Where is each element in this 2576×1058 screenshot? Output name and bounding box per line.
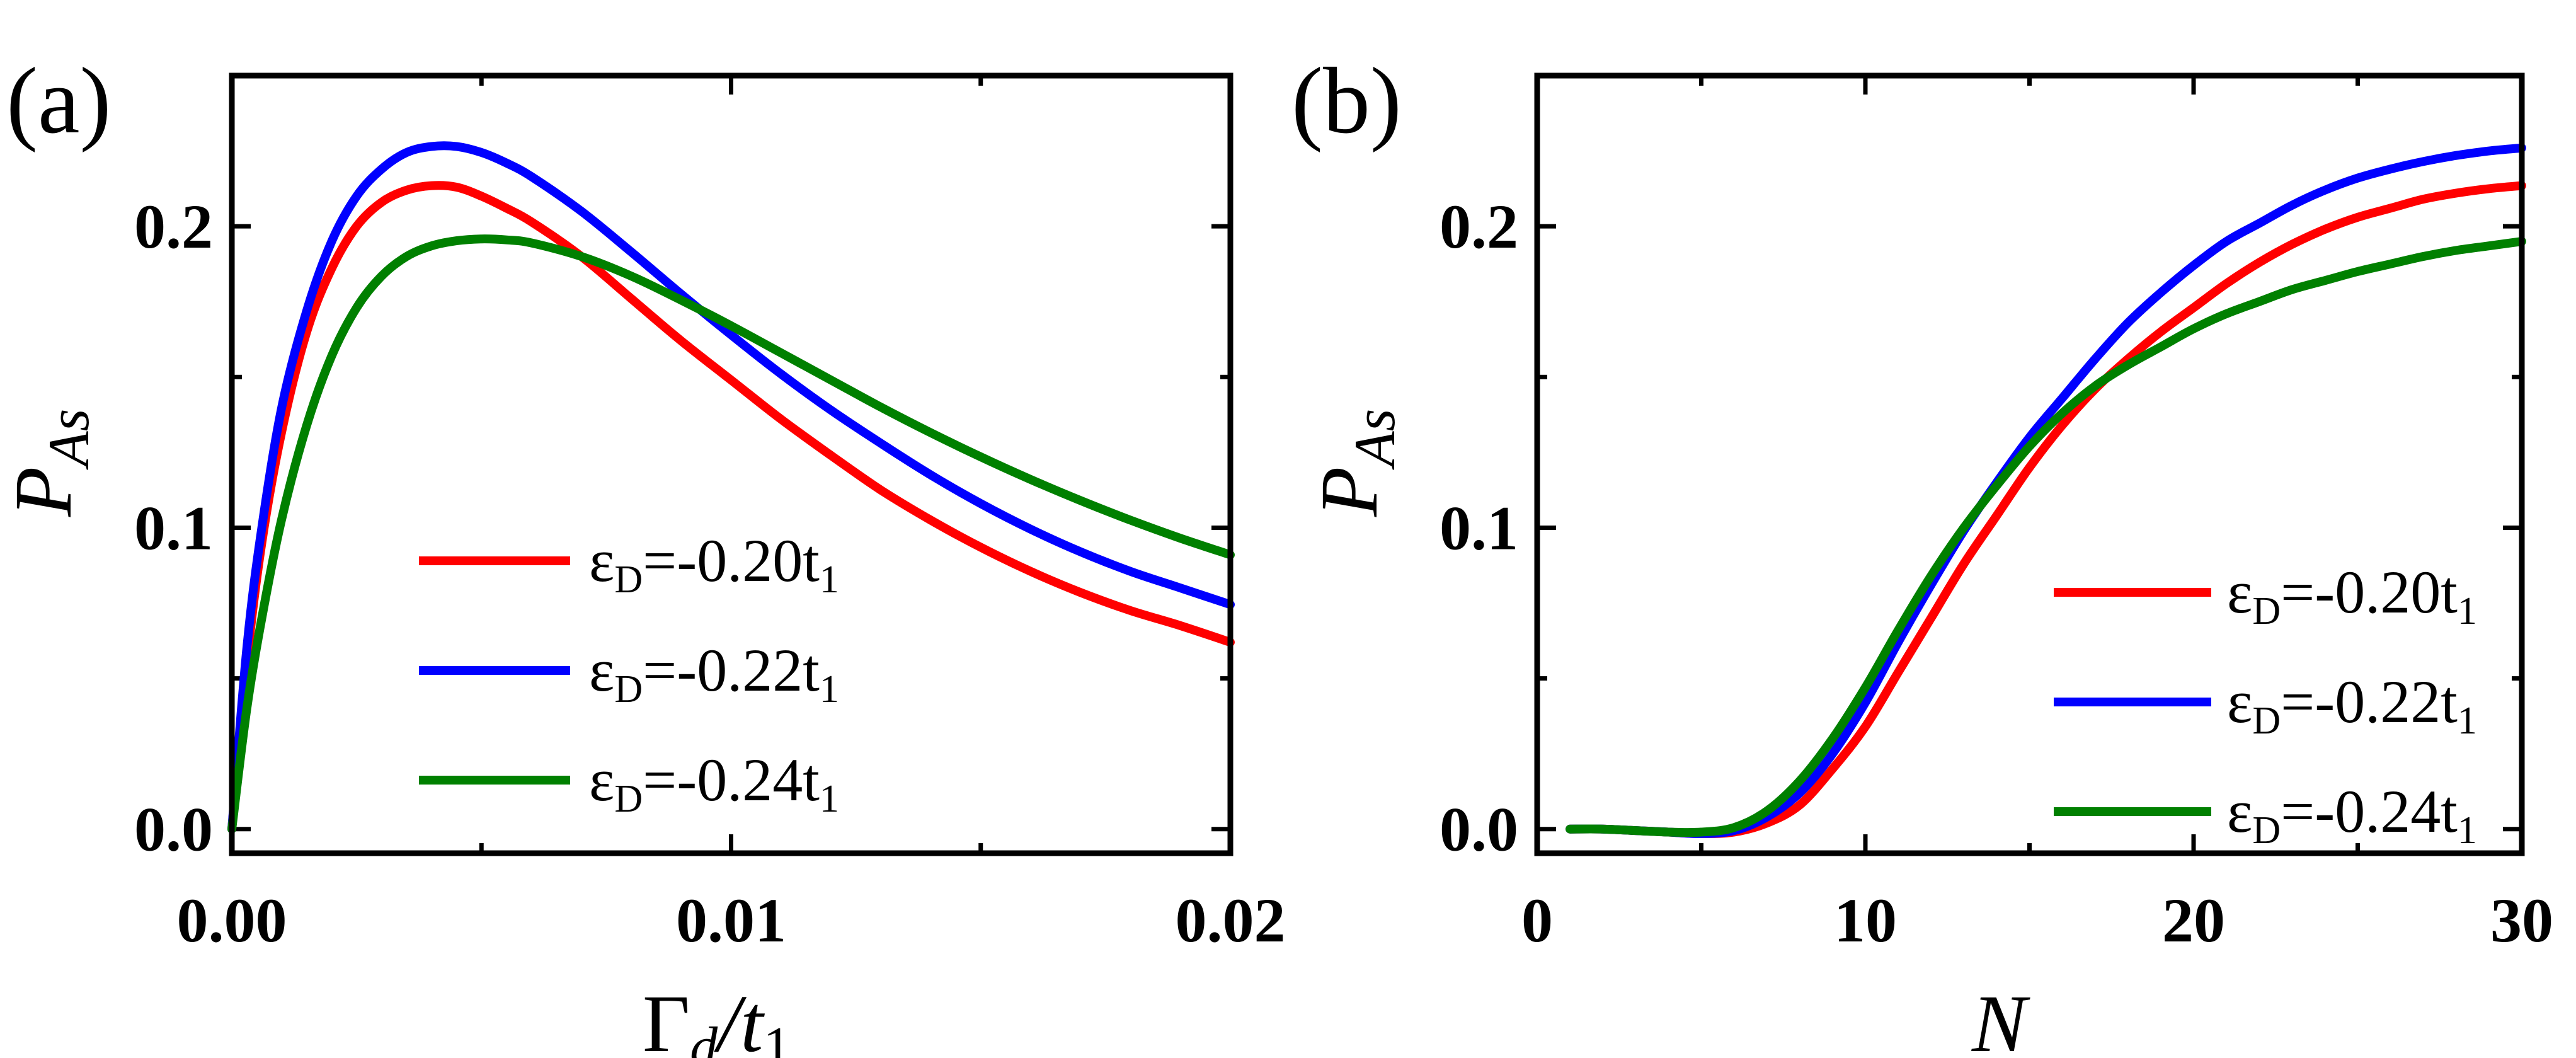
panel-label-b: (b): [1291, 49, 1402, 153]
legend-b-2-main: ε: [2227, 778, 2252, 845]
y-tick-label-b-1: 0.1: [1440, 493, 1518, 563]
y-tick-label-a-1: 0.1: [134, 493, 213, 563]
legend-item-b-0: εD=-0.20t1: [2054, 558, 2477, 633]
legend-label-b-0: εD=-0.20t1: [2227, 558, 2477, 633]
series-line-a-2: [227, 234, 1235, 834]
legend-label-a-0: εD=-0.20t1: [589, 527, 839, 601]
series-line-a-0: [227, 181, 1235, 834]
y-axis-title-a-main: P: [0, 467, 89, 517]
x-tick-label-a-2: 0.02: [1176, 885, 1286, 955]
x-axis-title-a: Γd/t1: [643, 979, 791, 1058]
legend-a-2-sub: D: [614, 778, 643, 820]
y-tick-label-b-2: 0.2: [1440, 192, 1518, 262]
legend-b-1-sub2: 1: [2458, 699, 2477, 742]
legend-item-b-1: εD=-0.22t1: [2054, 668, 2477, 742]
legend-a-0-sub: D: [614, 558, 643, 601]
y-axis-title-b: PAs: [1304, 409, 1407, 517]
x-axis-title-a-tail: /t: [714, 979, 765, 1058]
x-axis-title-a-main: Γ: [643, 979, 690, 1058]
tick-labels-a: 0.00 0.01 0.02 0.0 0.1 0.2: [134, 192, 1286, 955]
legend-b-2-sub: D: [2252, 809, 2281, 852]
legend-b: εD=-0.20t1 εD=-0.22t1 εD=-0.24t1: [2054, 558, 2477, 852]
plot-frame-b: [1534, 72, 2525, 856]
legend-b-0-mid: =-0.20t: [2281, 558, 2458, 626]
series-line-b-0: [1566, 181, 2526, 838]
legend-item-a-1: εD=-0.22t1: [419, 636, 839, 711]
x-axis-title-b: N: [1971, 979, 2030, 1058]
legend-b-2-sub2: 1: [2458, 809, 2477, 852]
legend-label-a-1: εD=-0.22t1: [589, 636, 839, 711]
x-tick-label-b-3: 30: [2490, 885, 2553, 955]
legend-a-1-sub2: 1: [820, 668, 839, 711]
legend-a-1-main: ε: [589, 636, 614, 704]
legend-a-2-sub2: 1: [820, 778, 839, 820]
y-tick-label-a-2: 0.2: [134, 192, 213, 262]
panel-b: (b) 0 10 20 300.00.10.2 N PAs εD=-0.20t1 εD…: [1291, 49, 2553, 1058]
y-axis-title-a-sub: As: [37, 409, 101, 471]
legend-a-0-main: ε: [589, 527, 614, 594]
x-axis-title-a-sub: d: [690, 1016, 718, 1058]
x-tick-label-b-2: 20: [2162, 885, 2225, 955]
legend-label-b-2: εD=-0.24t1: [2227, 778, 2477, 852]
legend-b-1-sub: D: [2252, 699, 2281, 742]
legend-item-a-0: εD=-0.20t1: [419, 527, 839, 601]
y-axis-title-b-sub: As: [1342, 409, 1407, 471]
tick-labels-b: 0 10 20 30 0.0 0.1 0.2: [1440, 192, 2553, 955]
x-tick-label-b-1: 10: [1834, 885, 1897, 955]
y-tick-label-b-0: 0.0: [1440, 795, 1518, 865]
legend-b-0-sub2: 1: [2458, 590, 2477, 633]
curves-b: [1566, 143, 2526, 838]
legend-b-1-mid: =-0.22t: [2281, 668, 2458, 735]
plot-frame-a: [229, 72, 1234, 856]
y-tick-label-a-0: 0.0: [134, 795, 213, 865]
series-line-b-2: [1566, 237, 2526, 837]
legend-a-0-sub2: 1: [820, 558, 839, 601]
legend-b-0-main: ε: [2227, 558, 2252, 626]
ticks-a: [229, 76, 1233, 853]
x-tick-label-a-1: 0.01: [676, 885, 786, 955]
x-tick-label-b-0: 0: [1521, 885, 1553, 955]
x-axis-title-a-sub2: 1: [763, 1016, 791, 1058]
legend-a-0-mid: =-0.20t: [643, 527, 820, 594]
legend-a: εD=-0.20t1 εD=-0.22t1 εD=-0.24t1: [419, 527, 839, 820]
legend-b-1-main: ε: [2227, 668, 2252, 735]
curves-a: [227, 141, 1235, 834]
legend-b-0-sub: D: [2252, 590, 2281, 633]
series-line-a-1: [227, 141, 1235, 834]
x-tick-label-a-0: 0.00: [177, 885, 287, 955]
legend-label-a-2: εD=-0.24t1: [589, 746, 839, 820]
legend-a-2-mid: =-0.24t: [643, 746, 820, 814]
panel-a: (a) 0.00 0.01 0.020.00.10.2 Γd/t1 PAs εD=-…: [0, 49, 1286, 1058]
y-axis-title-a: PAs: [0, 409, 101, 517]
legend-a-1-mid: =-0.22t: [643, 636, 820, 704]
legend-item-b-2: εD=-0.24t1: [2054, 778, 2477, 852]
legend-b-2-mid: =-0.24t: [2281, 778, 2458, 845]
legend-label-b-1: εD=-0.22t1: [2227, 668, 2477, 742]
legend-a-2-main: ε: [589, 746, 614, 814]
panel-label-a: (a): [6, 49, 111, 153]
legend-item-a-2: εD=-0.24t1: [419, 746, 839, 820]
legend-a-1-sub: D: [614, 668, 643, 711]
y-axis-title-b-main: P: [1304, 467, 1395, 517]
